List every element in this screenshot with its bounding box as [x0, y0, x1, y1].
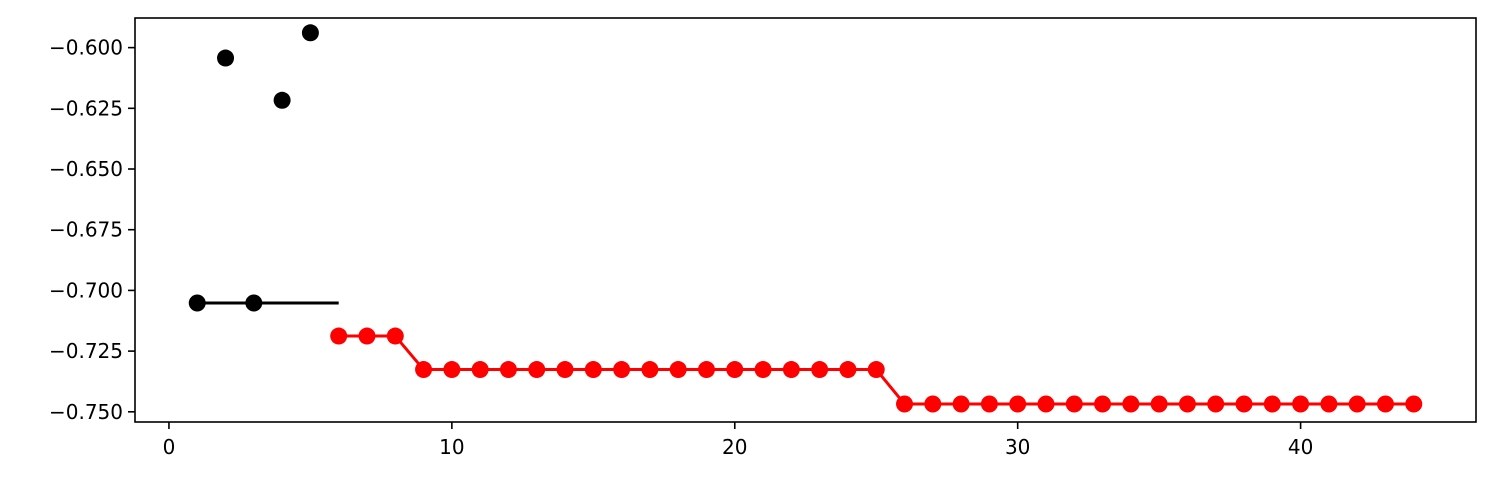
- data-point: [1320, 395, 1338, 413]
- data-point: [641, 361, 659, 379]
- data-point: [528, 361, 546, 379]
- data-point: [301, 24, 319, 42]
- y-tick-label: −0.725: [49, 339, 123, 363]
- data-point: [1178, 395, 1196, 413]
- data-point: [471, 361, 489, 379]
- series-2: [330, 327, 1423, 413]
- data-point: [443, 361, 461, 379]
- data-point: [1065, 395, 1083, 413]
- data-point: [811, 361, 829, 379]
- data-point: [1094, 395, 1112, 413]
- y-tick-label: −0.625: [49, 96, 123, 120]
- axes-frame: [134, 17, 1477, 423]
- data-point: [754, 361, 772, 379]
- data-point: [726, 361, 744, 379]
- x-tick-label: 20: [722, 435, 747, 459]
- x-axis: 0 10 20 30 40: [163, 422, 1313, 459]
- data-point: [613, 361, 631, 379]
- data-point: [697, 361, 715, 379]
- data-point: [1348, 395, 1366, 413]
- y-tick-label: −0.650: [49, 157, 123, 181]
- data-point: [415, 361, 433, 379]
- data-point: [584, 361, 602, 379]
- data-point: [386, 327, 404, 345]
- data-point: [330, 327, 348, 345]
- series-0: [188, 24, 319, 312]
- data-point: [1376, 395, 1394, 413]
- data-point: [273, 91, 291, 109]
- x-tick-label: 10: [439, 435, 464, 459]
- y-tick-label: −0.675: [49, 218, 123, 242]
- data-point: [499, 361, 517, 379]
- data-point: [1207, 395, 1225, 413]
- y-tick-label: −0.600: [49, 36, 123, 60]
- data-point: [1405, 395, 1423, 413]
- data-point: [782, 361, 800, 379]
- data-point: [924, 395, 942, 413]
- x-tick-label: 30: [1005, 435, 1030, 459]
- data-point: [217, 49, 235, 67]
- data-point: [1235, 395, 1253, 413]
- y-tick-label: −0.750: [49, 400, 123, 424]
- data-point: [980, 395, 998, 413]
- plot-area: [188, 24, 1423, 413]
- data-point: [1150, 395, 1168, 413]
- data-point: [556, 361, 574, 379]
- data-point: [358, 327, 376, 345]
- data-point: [669, 361, 687, 379]
- data-point: [952, 395, 970, 413]
- data-point: [1263, 395, 1281, 413]
- data-point: [1122, 395, 1140, 413]
- data-point: [867, 361, 885, 379]
- data-point: [1292, 395, 1310, 413]
- data-point: [896, 395, 914, 413]
- y-tick-label: −0.700: [49, 278, 123, 302]
- x-tick-label: 40: [1288, 435, 1313, 459]
- y-axis: −0.600 −0.625 −0.650 −0.675 −0.700 −0.725 −0.7…: [49, 36, 135, 424]
- data-point: [1009, 395, 1027, 413]
- data-point: [1037, 395, 1055, 413]
- x-tick-label: 0: [163, 435, 176, 459]
- data-point: [839, 361, 857, 379]
